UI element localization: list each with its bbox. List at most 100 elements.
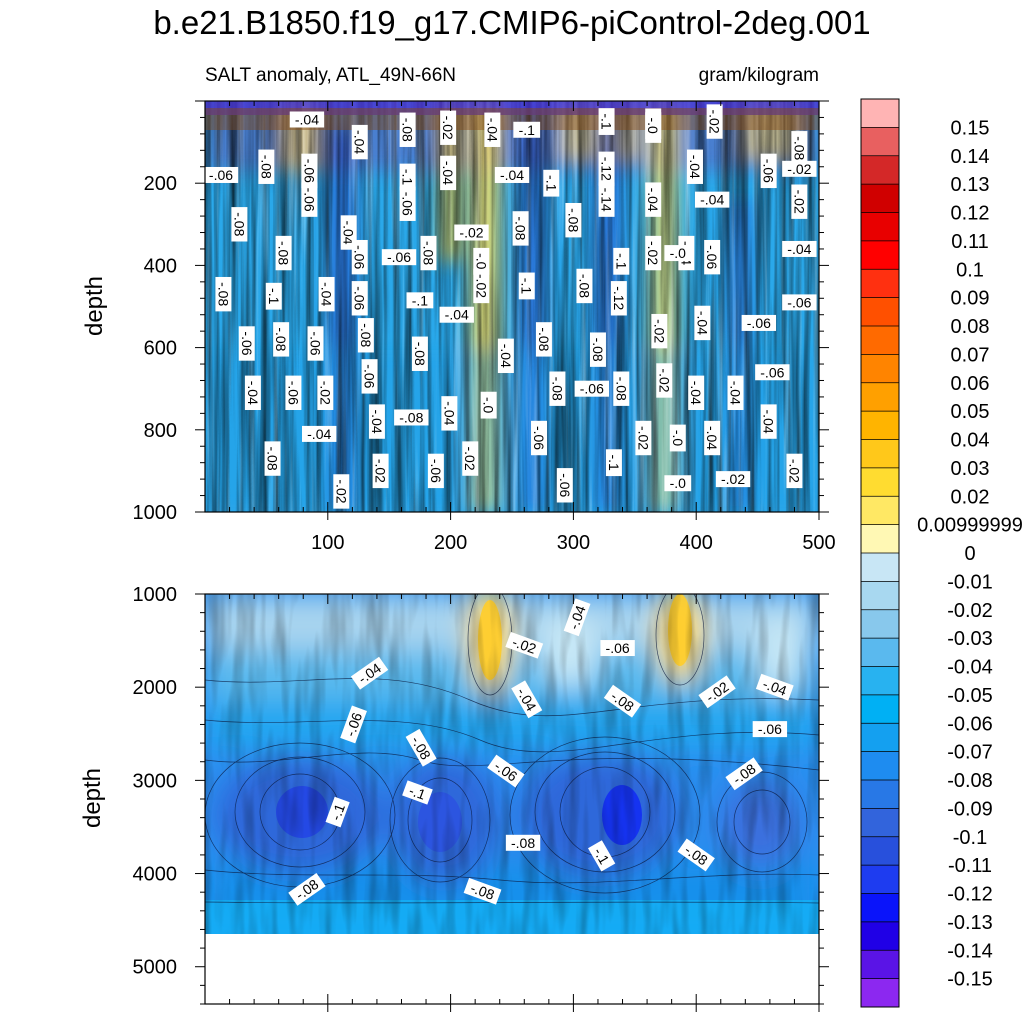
colorbar-swatch: [861, 184, 899, 213]
svg-text:-.04: -.04: [440, 161, 456, 185]
colorbar-label: -0.01: [947, 571, 993, 593]
contour-label: -.04: [318, 276, 335, 312]
colorbar-swatch: [861, 155, 899, 185]
contour-label: -.04: [563, 598, 591, 637]
contour-label: -.1: [513, 121, 541, 138]
svg-text:-.06: -.06: [787, 294, 811, 310]
contour-label: -.1: [518, 272, 535, 300]
svg-text:-.04: -.04: [484, 118, 500, 142]
contour-label: -.04: [351, 124, 368, 160]
svg-text:-.08: -.08: [511, 835, 535, 851]
contour-label: -.08: [273, 322, 290, 357]
svg-text:-.02: -.02: [440, 116, 456, 140]
upper-field-texture: [205, 101, 819, 512]
colorbar-swatch: [861, 382, 899, 412]
svg-text:-.0: -.0: [670, 475, 687, 491]
contour-label: -.02: [645, 235, 662, 271]
contour-label: -.04: [727, 375, 744, 411]
colorbar-label: -0.03: [947, 628, 993, 650]
chart-subtitle-left: SALT anomaly, ATL_49N-66N: [205, 65, 456, 86]
svg-text:-.0: -.0: [645, 117, 661, 134]
colorbar-label: -0.12: [947, 884, 993, 906]
colorbar-label: -0.11: [948, 855, 992, 877]
contour-label: -.08: [411, 336, 428, 371]
colorbar-label: -0.15: [947, 969, 993, 991]
contour-label: -.06: [752, 721, 788, 738]
contour-label: -.06: [600, 640, 635, 657]
contour-label: -.0: [645, 112, 662, 140]
contour-label: -.04: [439, 306, 474, 323]
contour-label: -.08: [258, 149, 275, 184]
colorbar-swatch: [861, 836, 899, 866]
colorbar-swatch: [861, 439, 899, 469]
svg-text:-.08: -.08: [265, 447, 281, 471]
svg-text:-.08: -.08: [231, 212, 247, 236]
contour-label: -.08: [791, 131, 808, 166]
contour-label: -.06: [755, 364, 790, 381]
svg-text:-.06: -.06: [209, 167, 233, 183]
svg-text:-.02: -.02: [645, 241, 661, 265]
colorbar-swatch: [861, 666, 899, 696]
svg-text:-.12: -.12: [599, 157, 615, 181]
svg-text:-.08: -.08: [276, 241, 292, 265]
colorbar-label: 0.07: [951, 344, 990, 366]
contour-label: -.08: [565, 202, 582, 238]
contour-label: -.14: [598, 182, 615, 217]
svg-text:-.02: -.02: [791, 190, 807, 214]
svg-text:-.02: -.02: [707, 109, 723, 133]
contour-label: -.0: [669, 424, 686, 452]
svg-text:-.06: -.06: [760, 364, 784, 380]
colorbar-label: -0.13: [947, 912, 993, 934]
svg-text:-.04: -.04: [295, 111, 319, 127]
svg-text:-.02: -.02: [317, 381, 333, 405]
svg-text:-.0: -.0: [670, 430, 686, 447]
contour-label: -.1: [406, 292, 434, 309]
contour-label: -.08: [399, 112, 416, 147]
contour-label: -.02: [473, 268, 490, 304]
contour-label: -.08: [576, 268, 593, 304]
colorbar-swatch: [861, 467, 899, 497]
contour-label: -.02: [440, 110, 457, 145]
contour-label: -.06: [351, 239, 368, 275]
contour-label: -.06: [361, 359, 378, 394]
x-tick-label: 200: [434, 532, 467, 554]
svg-text:-.04: -.04: [688, 381, 704, 405]
colorbar-swatch: [861, 893, 899, 923]
svg-text:-.02: -.02: [510, 634, 538, 657]
svg-text:-.08: -.08: [215, 282, 231, 306]
colorbar-swatch: [861, 808, 899, 838]
svg-text:-.04: -.04: [319, 282, 335, 306]
colorbar-label: 0.02: [951, 486, 990, 508]
svg-text:-.04: -.04: [787, 241, 811, 257]
upper-contour-labels: -.04 -.04 -.08 -.02 -.04 -.1 -.1 -.02 -.02 -.08 -.…: [205, 104, 817, 509]
lower-field-texture: [205, 594, 819, 934]
svg-text:-.08: -.08: [468, 880, 496, 903]
svg-text:-.08: -.08: [590, 338, 606, 362]
contour-label: -.04: [244, 375, 261, 411]
colorbar-swatch: [861, 978, 899, 1008]
colorbar-label: 0.13: [951, 174, 990, 196]
svg-text:-.08: -.08: [412, 342, 428, 366]
contour-label: -.08: [264, 441, 281, 476]
svg-text:-.06: -.06: [557, 473, 573, 497]
contour-label: -.04: [760, 404, 777, 439]
contour-label: -.06: [285, 375, 302, 411]
svg-text:-.04: -.04: [498, 344, 514, 368]
svg-text:-.06: -.06: [758, 721, 782, 737]
colorbar-label: 0.15: [951, 117, 990, 139]
upper-panel: [205, 101, 819, 512]
svg-text:-.06: -.06: [747, 315, 771, 331]
contour-label: -.04: [497, 338, 514, 374]
contour-label: -.04: [645, 182, 662, 217]
contour-label: -.04: [302, 425, 337, 442]
svg-text:-.0: -.0: [481, 397, 497, 414]
colorbar-label: 0.00999999: [917, 515, 1023, 537]
lower-y-axis-label: depth: [79, 768, 106, 828]
colorbar-label: 0.09: [951, 288, 990, 310]
svg-text:-.02: -.02: [635, 426, 651, 450]
svg-text:-.06: -.06: [308, 331, 324, 355]
svg-text:-.06: -.06: [352, 245, 368, 269]
x-tick-label: 300: [557, 532, 590, 554]
colorbar-label: 0.11: [951, 231, 988, 253]
y-tick-label: 2000: [133, 677, 178, 699]
